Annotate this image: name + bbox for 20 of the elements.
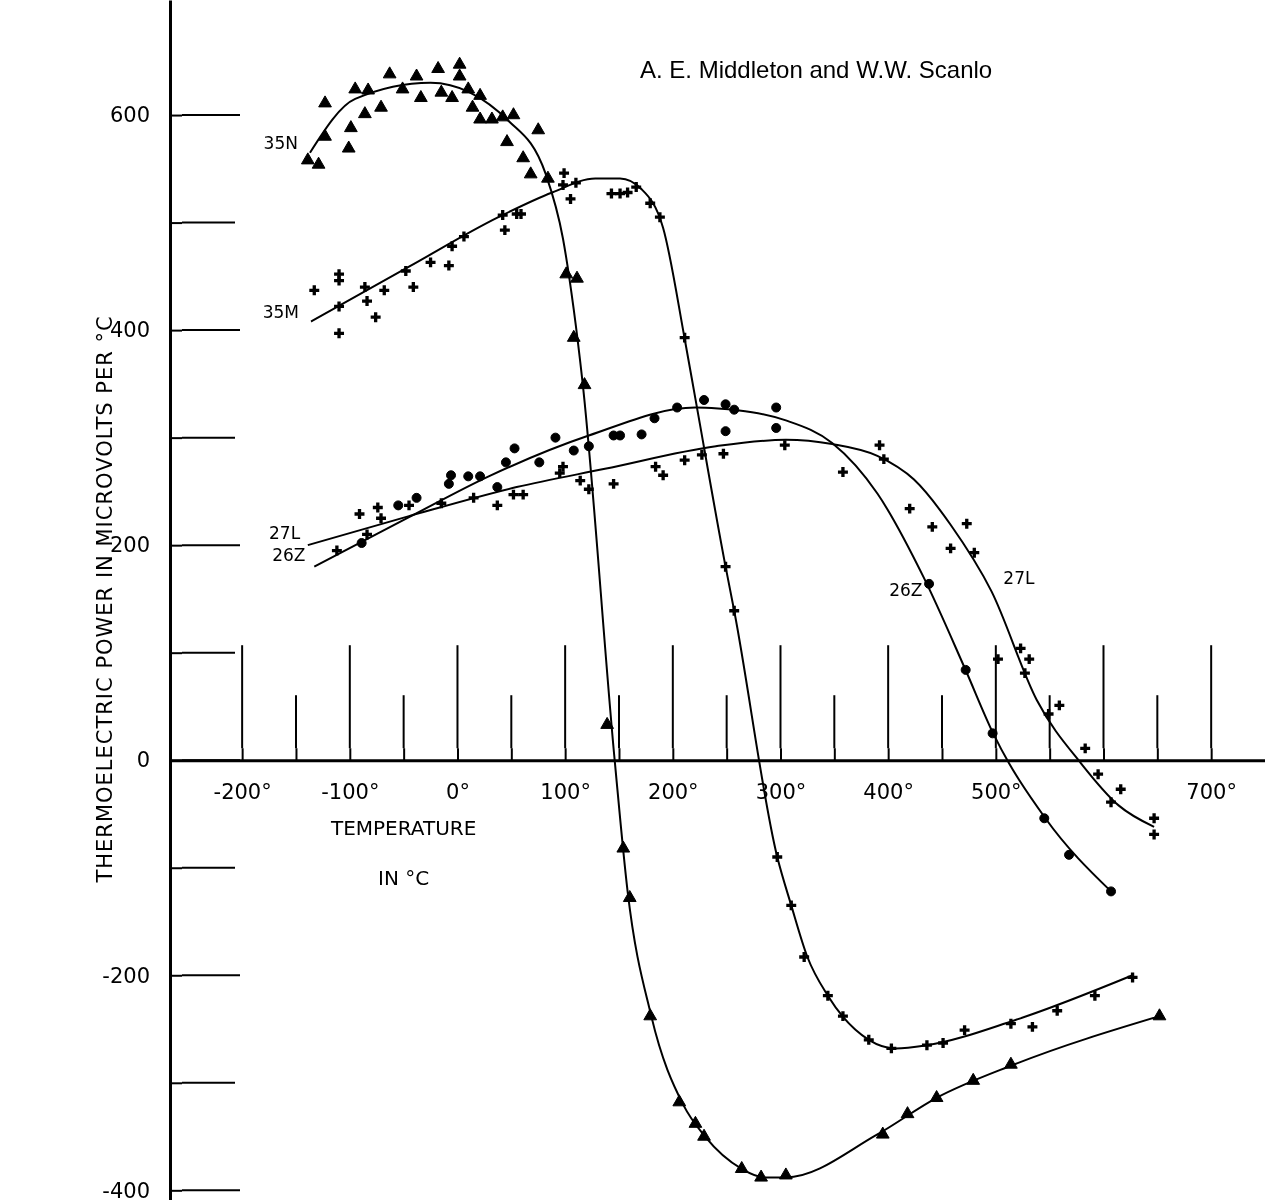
x-tick-label: 100° — [540, 780, 591, 805]
annotation: A. E. Middleton and W.W. Scanlo — [640, 56, 993, 83]
x-tick-label: 200° — [648, 780, 699, 805]
annotation: 26Z — [889, 580, 923, 600]
annotation: 35N — [263, 132, 298, 153]
annotation: 27L — [269, 523, 301, 544]
x-tick-label: -200° — [213, 780, 272, 805]
y-tick-label: -200 — [102, 963, 150, 988]
x-tick-label: 0° — [446, 780, 470, 805]
text: TEMPERATURE IN °C — [330, 816, 477, 891]
x-tick-label: 500° — [971, 780, 1022, 805]
y-tick-label: -400 — [102, 1178, 150, 1200]
y-tick-label: 0 — [136, 748, 150, 773]
x-tick-label: -100° — [321, 780, 380, 805]
y-tick-label: 600 — [109, 103, 150, 128]
annotation: 35M — [262, 301, 300, 322]
annotation: 26Z — [272, 544, 306, 565]
x-tick-label: 700° — [1186, 780, 1237, 805]
annotation: 27L — [1003, 568, 1035, 589]
x-tick-label: 400° — [863, 780, 914, 805]
